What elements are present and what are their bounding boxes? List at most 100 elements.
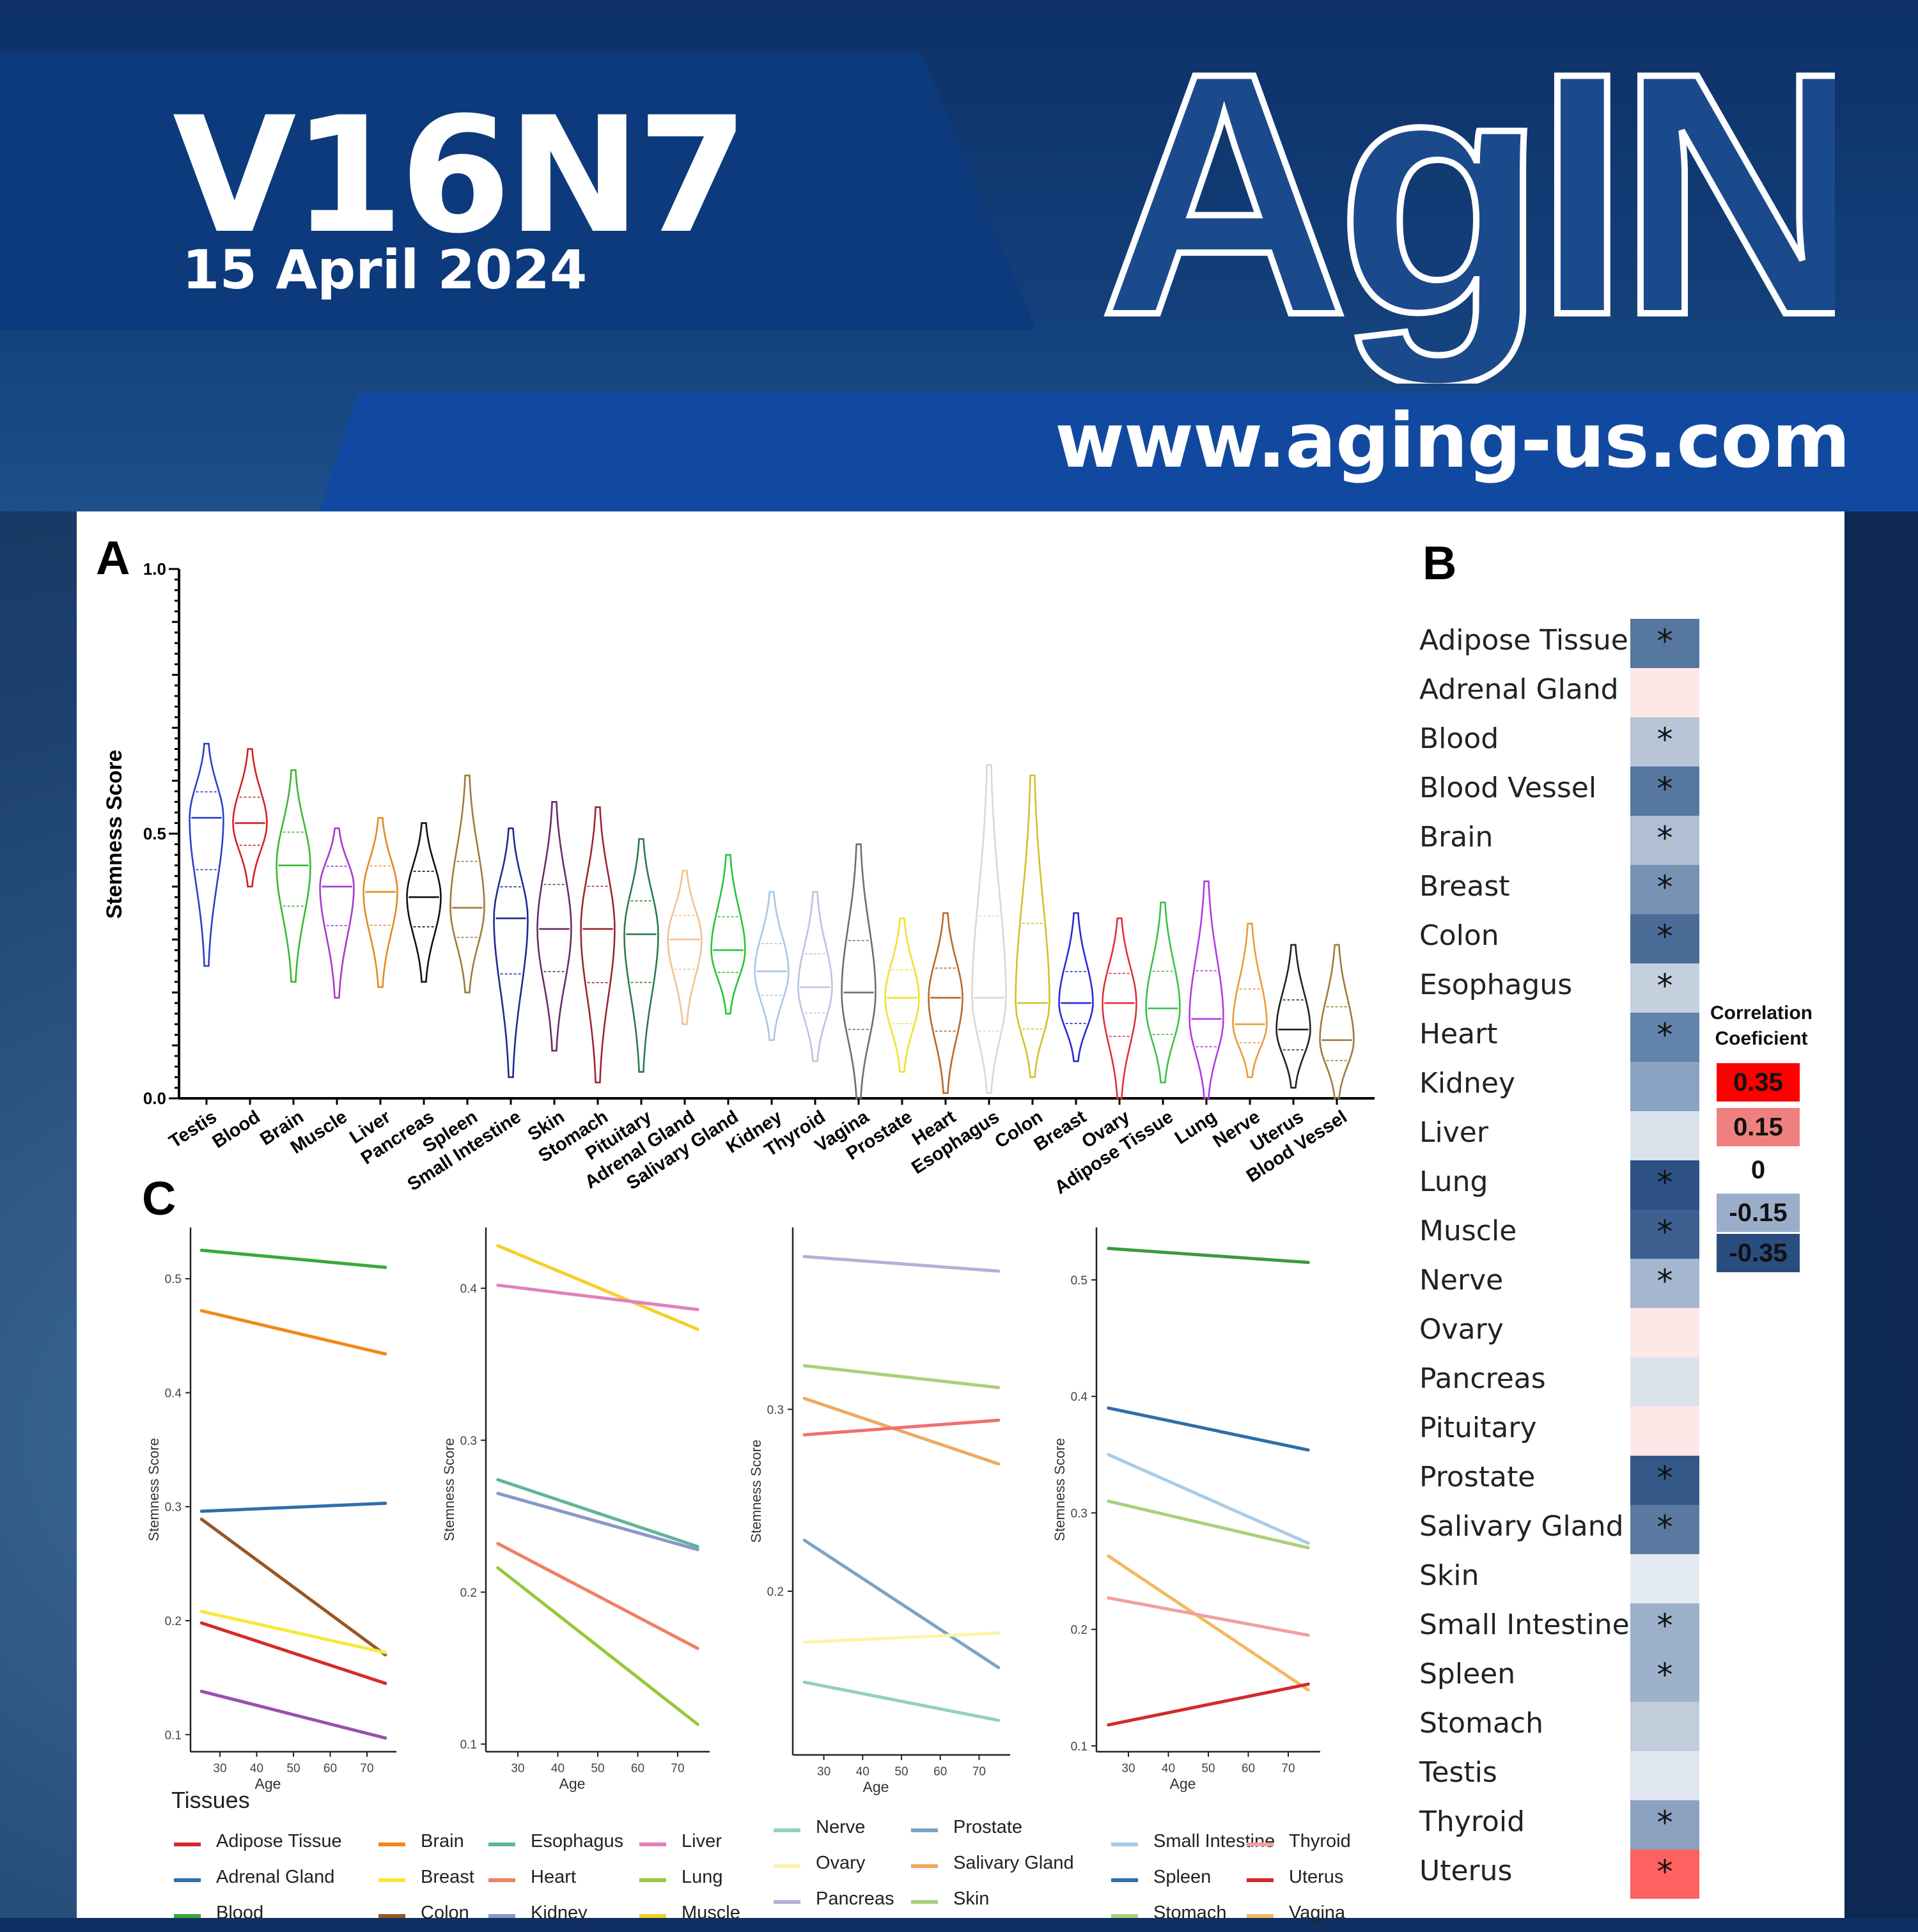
heatmap-cell: * — [1630, 1850, 1699, 1899]
heatmap-row-label: Breast — [1419, 870, 1510, 903]
legend-label: Liver — [682, 1831, 722, 1851]
heatmap-cell: * — [1630, 1653, 1699, 1702]
heatmap-row-label: Colon — [1419, 919, 1499, 952]
heatmap-row-label: Blood — [1419, 722, 1499, 755]
legend-label: Spleen — [1153, 1867, 1212, 1887]
significance-marker: * — [1657, 1017, 1673, 1054]
heatmap-row: Stomach — [1419, 1702, 1701, 1751]
heatmap-cell: * — [1630, 914, 1699, 963]
legend-label: Ovary — [816, 1853, 866, 1873]
heatmap-cell: * — [1630, 963, 1699, 1013]
legend-swatch — [774, 1828, 800, 1832]
heatmap-cell — [1630, 1308, 1699, 1357]
legend-label: Esophagus — [531, 1831, 624, 1851]
legend-swatch — [1111, 1842, 1138, 1846]
significance-marker: * — [1657, 1804, 1673, 1841]
heatmap-row: Pituitary — [1419, 1406, 1701, 1456]
volume-issue: V16N7 — [173, 82, 749, 269]
heatmap-row: Lung * — [1419, 1160, 1701, 1210]
legend-swatch — [1111, 1878, 1138, 1882]
significance-marker: * — [1657, 1607, 1673, 1644]
legend-label: Colon — [421, 1903, 469, 1923]
heatmap-cell — [1630, 1751, 1699, 1800]
heatmap-row: Small Intestine * — [1419, 1603, 1701, 1653]
legend-swatch — [378, 1878, 405, 1882]
significance-marker: * — [1657, 1263, 1673, 1300]
legend-label: Stomach — [1153, 1903, 1227, 1923]
heatmap-row-label: Lung — [1419, 1165, 1488, 1198]
legend-swatch — [488, 1842, 515, 1846]
legend-swatch — [1247, 1914, 1274, 1918]
legend-swatch — [174, 1842, 201, 1846]
legend-label: Breast — [421, 1867, 474, 1887]
legend-swatch — [378, 1914, 405, 1918]
legend-swatch — [911, 1864, 938, 1868]
heatmap-cell — [1630, 1702, 1699, 1751]
heatmap-row-label: Muscle — [1419, 1215, 1517, 1247]
legend-swatch — [174, 1878, 201, 1882]
significance-marker: * — [1657, 1509, 1673, 1546]
legend-swatch — [911, 1900, 938, 1904]
heatmap-cell — [1630, 1357, 1699, 1406]
heatmap-row-label: Salivary Gland — [1419, 1510, 1624, 1543]
significance-marker: * — [1657, 967, 1673, 1004]
heatmap-row: Brain * — [1419, 816, 1701, 865]
heatmap-row: Skin — [1419, 1554, 1701, 1603]
heatmap-row-label: Stomach — [1419, 1707, 1544, 1740]
panel-label-a: A — [96, 531, 130, 584]
panel-label-b: B — [1423, 536, 1457, 589]
significance-marker: * — [1657, 721, 1673, 758]
legend-swatch — [1247, 1842, 1274, 1846]
heatmap-cell: * — [1630, 717, 1699, 767]
heatmap-cell: * — [1630, 1259, 1699, 1308]
legend-swatch — [774, 1900, 800, 1904]
heatmap-row: Adipose Tissue * — [1419, 619, 1701, 668]
significance-marker: * — [1657, 918, 1673, 955]
legend-label: Uterus — [1289, 1867, 1344, 1887]
heatmap-row-label: Pancreas — [1419, 1362, 1546, 1395]
significance-marker: * — [1657, 1460, 1673, 1497]
legend-swatch — [639, 1914, 666, 1918]
legend-swatch — [488, 1878, 515, 1882]
legend-swatch — [774, 1864, 800, 1868]
heatmap-cell — [1630, 1111, 1699, 1160]
heatmap-row-label: Testis — [1419, 1756, 1497, 1789]
heatmap-cell — [1630, 1554, 1699, 1603]
legend-label: Nerve — [816, 1817, 866, 1837]
correlation-scale-swatch: 0.15 — [1717, 1108, 1800, 1146]
significance-marker: * — [1657, 1164, 1673, 1201]
heatmap-row: Breast * — [1419, 865, 1701, 914]
heatmap-cell — [1630, 1062, 1699, 1111]
heatmap-row-label: Heart — [1419, 1018, 1498, 1050]
issue-date: 15 April 2024 — [182, 238, 588, 301]
significance-marker: * — [1657, 1853, 1673, 1890]
significance-marker: * — [1657, 820, 1673, 857]
heatmap-cell — [1630, 1406, 1699, 1456]
heatmap-row: Nerve * — [1419, 1259, 1701, 1308]
heatmap-row-label: Blood Vessel — [1419, 772, 1597, 804]
legend-swatch — [1247, 1878, 1274, 1882]
journal-url[interactable]: www.aging-us.com — [1055, 396, 1850, 485]
significance-marker: * — [1657, 869, 1673, 906]
panel-label-c: C — [142, 1172, 176, 1225]
legend-swatch — [1111, 1914, 1138, 1918]
significance-marker: * — [1657, 623, 1673, 660]
significance-marker: * — [1657, 770, 1673, 807]
heatmap-row: Blood * — [1419, 717, 1701, 767]
correlation-legend-title: Correlation Coeficient — [1710, 1002, 1813, 1049]
heatmap-row: Esophagus * — [1419, 963, 1701, 1013]
logo-text: AgING — [1100, 38, 1835, 384]
legend-label: Adrenal Gland — [216, 1867, 335, 1887]
legend-swatch — [378, 1842, 405, 1846]
legend-label: Thyroid — [1289, 1831, 1351, 1851]
heatmap-cell: * — [1630, 1603, 1699, 1653]
url-band — [320, 393, 1918, 511]
heatmap-row-label: Kidney — [1419, 1067, 1516, 1100]
heatmap-row: Heart * — [1419, 1013, 1701, 1062]
volume-band — [0, 51, 1036, 329]
heatmap-cell: * — [1630, 767, 1699, 816]
legend-label: Small Intestine — [1153, 1831, 1275, 1851]
heatmap-cell: * — [1630, 1505, 1699, 1554]
heatmap-row-label: Brain — [1419, 821, 1493, 853]
heatmap-row: Uterus * — [1419, 1850, 1701, 1899]
